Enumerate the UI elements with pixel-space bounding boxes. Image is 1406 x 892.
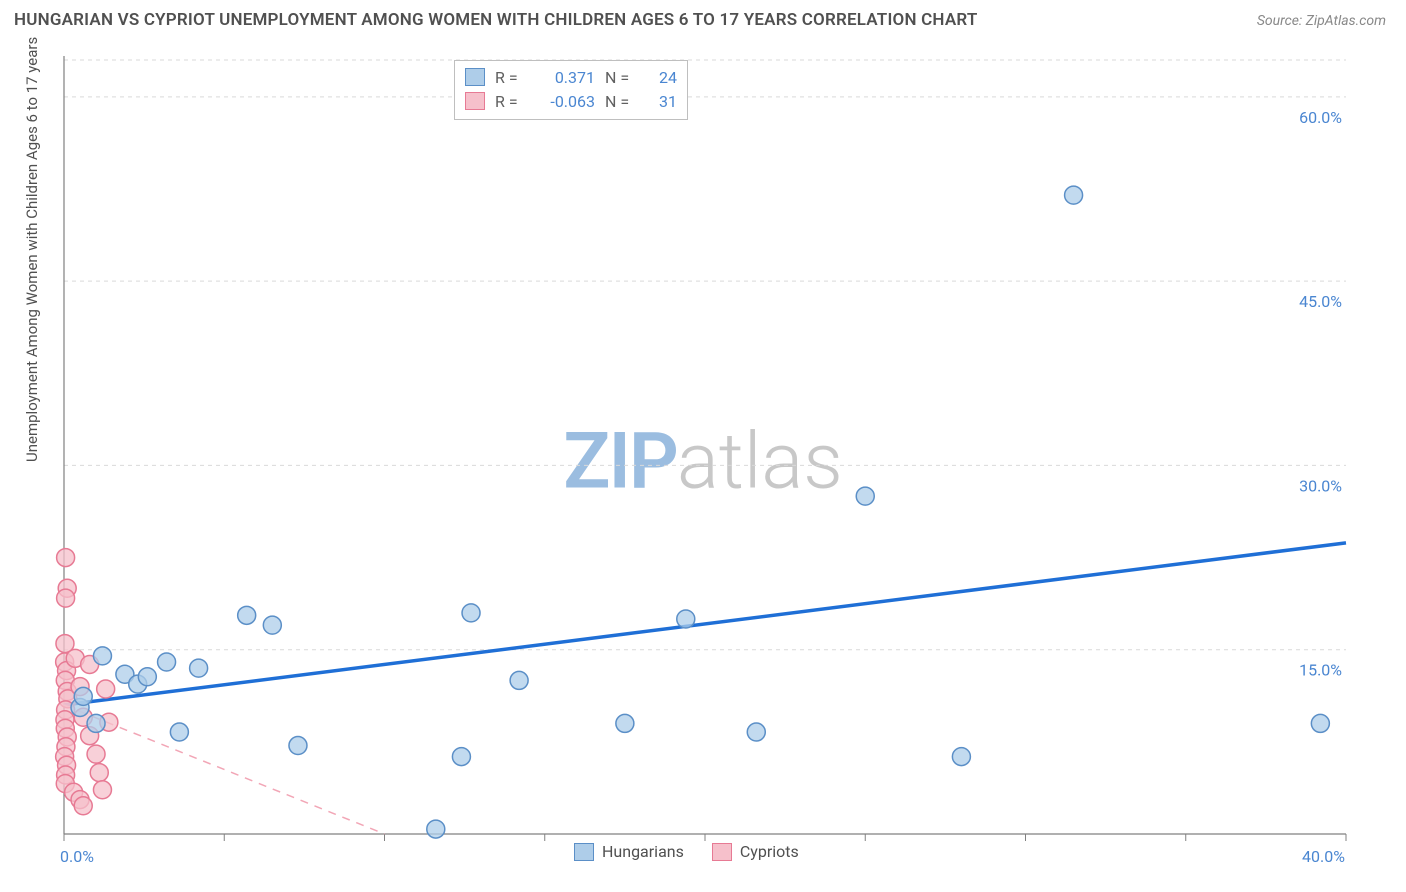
n-value: 31 bbox=[645, 92, 677, 111]
r-label: R = bbox=[495, 92, 525, 111]
scatter-plot: 0.0% 40.0% 15.0% 30.0% 45.0% 60.0% bbox=[14, 42, 1392, 882]
chart-title: HUNGARIAN VS CYPRIOT UNEMPLOYMENT AMONG … bbox=[14, 10, 977, 30]
legend-stat-row: R = 0.371 N = 24 bbox=[465, 65, 677, 89]
legend-item: Hungarians bbox=[574, 842, 684, 861]
legend-swatch bbox=[712, 843, 732, 861]
n-value: 24 bbox=[645, 68, 677, 87]
r-label: R = bbox=[495, 68, 525, 87]
svg-text:0.0%: 0.0% bbox=[60, 847, 94, 866]
source-attribution: Source: ZipAtlas.com bbox=[1257, 13, 1386, 29]
correlation-legend: R = 0.371 N = 24 R = -0.063 N = 31 bbox=[454, 60, 688, 120]
legend-item: Cypriots bbox=[712, 842, 799, 861]
legend-stat-row: R = -0.063 N = 31 bbox=[465, 89, 677, 113]
svg-text:15.0%: 15.0% bbox=[1299, 661, 1342, 680]
legend-label: Hungarians bbox=[602, 842, 684, 861]
legend-label: Cypriots bbox=[740, 842, 799, 861]
series-legend: Hungarians Cypriots bbox=[574, 842, 799, 861]
svg-text:30.0%: 30.0% bbox=[1299, 476, 1342, 495]
r-value: -0.063 bbox=[535, 92, 595, 111]
svg-text:40.0%: 40.0% bbox=[1302, 847, 1345, 866]
legend-swatch bbox=[465, 92, 485, 110]
title-bar: HUNGARIAN VS CYPRIOT UNEMPLOYMENT AMONG … bbox=[0, 0, 1406, 36]
n-label: N = bbox=[605, 92, 635, 111]
n-label: N = bbox=[605, 68, 635, 87]
legend-swatch bbox=[465, 68, 485, 86]
legend-swatch bbox=[574, 843, 594, 861]
r-value: 0.371 bbox=[535, 68, 595, 87]
svg-text:45.0%: 45.0% bbox=[1299, 292, 1342, 311]
chart-area: Unemployment Among Women with Children A… bbox=[14, 42, 1392, 882]
svg-text:60.0%: 60.0% bbox=[1299, 108, 1342, 127]
